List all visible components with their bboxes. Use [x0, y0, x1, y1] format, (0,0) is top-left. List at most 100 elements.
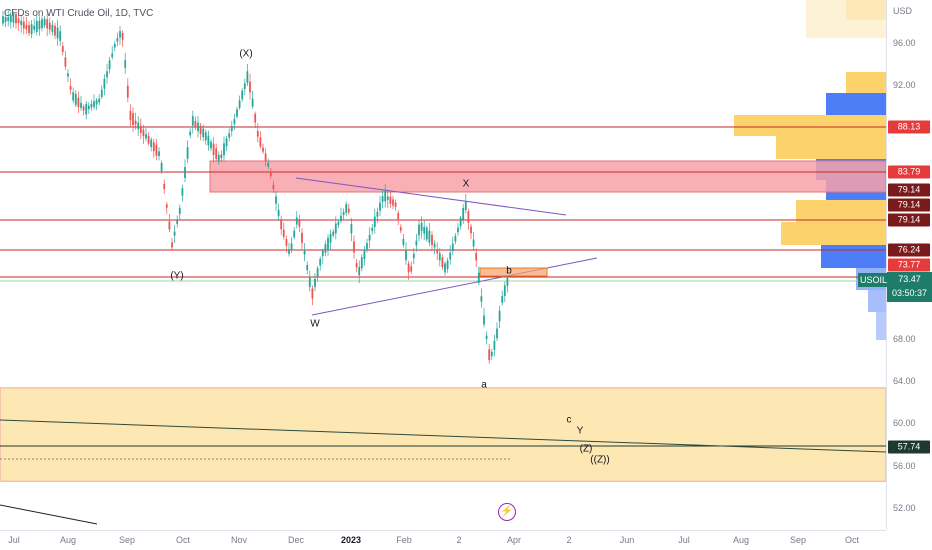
volume-profile-bar — [826, 93, 886, 115]
time-axis[interactable]: Jul Aug Sep Oct Nov Dec 2023 Feb 2 Apr 2… — [0, 530, 886, 550]
candle-body — [28, 25, 30, 34]
symbol-title: CFDs on WTI Crude Oil, 1D, TVC — [4, 8, 154, 19]
lightning-icon[interactable]: ⚡ — [498, 503, 516, 521]
candle-body — [444, 263, 446, 273]
candle-body — [111, 53, 114, 58]
candle-body — [254, 113, 257, 123]
wave-label: a — [481, 379, 487, 391]
price-chart-plot[interactable] — [0, 0, 886, 530]
candle-body — [69, 86, 72, 90]
candle-body — [477, 272, 480, 283]
candle-body — [249, 81, 251, 93]
candle-body — [425, 227, 428, 240]
candle-body — [80, 102, 82, 108]
candle-body — [124, 60, 127, 68]
candle-body — [165, 204, 168, 208]
candle-body — [64, 57, 67, 67]
candle-body — [376, 211, 379, 217]
candle-body — [74, 93, 77, 105]
candle-body — [423, 226, 426, 234]
volume-profile-bar — [876, 312, 886, 340]
candle-body — [415, 240, 418, 246]
candle-body — [259, 137, 262, 147]
candle-body — [407, 263, 410, 273]
wave-label: (Z) — [579, 443, 593, 455]
candle-body — [9, 15, 12, 22]
candle-body — [33, 25, 36, 30]
time-label: Oct — [844, 535, 860, 545]
candle-body — [178, 207, 181, 214]
candle-body — [220, 154, 223, 158]
candle-body — [498, 310, 501, 322]
candle-body — [139, 125, 142, 133]
candle-body — [210, 141, 212, 149]
candle-body — [87, 105, 90, 110]
candle-body — [329, 234, 332, 243]
candle-body — [152, 142, 155, 152]
candle-body — [2, 16, 4, 24]
candle-body — [488, 349, 491, 361]
candle-body — [98, 98, 101, 103]
price-tag: 83.79 — [888, 165, 930, 179]
candle-body — [459, 217, 462, 227]
wave-label: (Y) — [170, 270, 184, 282]
candle-body — [420, 222, 423, 232]
volume-profile-bar — [846, 0, 886, 20]
candle-body — [90, 103, 93, 108]
candle-body — [433, 243, 436, 248]
candle-body — [72, 92, 75, 101]
candle-body — [493, 340, 496, 350]
symbol-badge: USOIL — [858, 273, 890, 287]
candle-body — [451, 243, 454, 252]
candle-body — [202, 128, 205, 138]
candle-body — [251, 98, 254, 107]
candle-body — [467, 211, 470, 223]
triangle-upper-trendline — [295, 177, 567, 216]
candle-body — [402, 239, 405, 245]
candle-body — [103, 78, 106, 89]
candle-body — [184, 167, 186, 178]
candle-body — [191, 116, 194, 126]
price-tick: 56.00 — [893, 461, 916, 471]
candle-body — [379, 202, 381, 211]
currency-label: USD — [893, 6, 913, 16]
price-scale[interactable]: USD 96.00 92.00 68.00 64.00 60.00 56.00 … — [886, 0, 932, 530]
time-label: Aug — [732, 535, 750, 545]
wave-label: b — [506, 265, 512, 277]
candle-body — [381, 196, 384, 202]
candle-body — [207, 135, 210, 146]
price-tag: 79.14 — [888, 183, 930, 197]
candle-body — [54, 25, 56, 36]
volume-profile-bar — [868, 290, 886, 312]
price-tick: 52.00 — [893, 503, 916, 513]
price-tag: 76.24 — [888, 243, 930, 257]
time-label: Jul — [678, 535, 690, 545]
candle-body — [100, 89, 103, 98]
price-tag: 73.77 — [888, 258, 930, 272]
candle-body — [470, 226, 472, 234]
candle-body — [311, 288, 314, 299]
long-trendline — [0, 419, 886, 453]
price-tick: 96.00 — [893, 38, 916, 48]
candle-body — [384, 190, 387, 202]
candle-body — [355, 263, 358, 268]
candle-body — [22, 21, 25, 29]
candle-body — [15, 14, 17, 24]
candle-body — [194, 120, 197, 128]
candle-body — [441, 257, 444, 268]
candle-body — [412, 253, 415, 259]
candle-body — [241, 90, 244, 100]
candle-body — [386, 196, 389, 200]
candle-body — [446, 260, 449, 269]
candle-body — [61, 46, 64, 52]
candle-body — [353, 241, 355, 253]
time-label: 2023 — [340, 535, 362, 545]
candle-body — [350, 224, 353, 234]
candle-body — [449, 252, 452, 260]
volume-profile-bar — [806, 0, 886, 38]
candle-body — [290, 243, 293, 251]
candle-body — [340, 215, 342, 222]
candle-body — [113, 43, 116, 48]
candle-body — [269, 171, 272, 177]
candle-body — [480, 296, 483, 302]
